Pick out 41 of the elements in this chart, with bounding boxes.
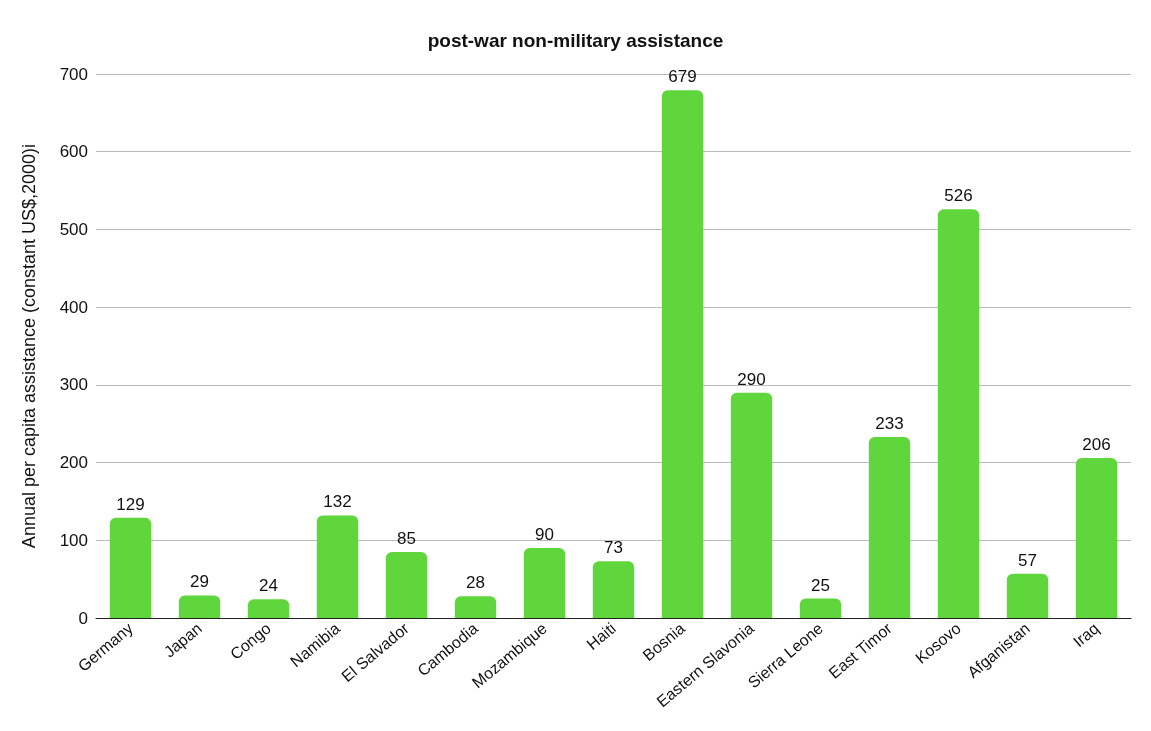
bar (1075, 457, 1118, 618)
data-label: 85 (397, 528, 416, 548)
y-tick-label: 100 (59, 530, 88, 550)
bar (247, 599, 290, 618)
data-label: 526 (944, 186, 973, 206)
bar (661, 90, 704, 618)
y-axis-title: Annual per capita assistance (constant US$,2000)i (19, 143, 39, 549)
data-label: 25 (811, 575, 830, 595)
bar (385, 551, 428, 618)
data-label: 73 (604, 538, 623, 558)
bar (316, 515, 359, 618)
y-tick-label: 300 (59, 375, 88, 395)
y-tick-label: 500 (59, 219, 88, 239)
data-label: 90 (535, 525, 554, 545)
bar (178, 595, 221, 618)
y-tick-label: 600 (59, 142, 88, 162)
bar (1006, 573, 1049, 618)
data-label: 233 (875, 413, 904, 433)
bar (799, 598, 842, 618)
data-label: 206 (1082, 434, 1111, 454)
bar (454, 596, 497, 618)
data-label: 57 (1018, 550, 1037, 570)
bar (523, 548, 566, 618)
data-label: 132 (323, 492, 352, 512)
data-label: 28 (466, 573, 485, 593)
x-tick-label: Iraq (1069, 619, 1102, 651)
y-tick-label: 0 (78, 608, 88, 628)
bar (592, 561, 635, 618)
y-tick-label: 400 (59, 297, 88, 317)
chart-title: post-war non-military assistance (427, 30, 724, 51)
data-label: 29 (190, 572, 209, 592)
data-label: 679 (668, 67, 697, 87)
bar (730, 392, 773, 618)
y-tick-label: 700 (59, 64, 88, 84)
data-label: 24 (259, 576, 278, 596)
y-tick-label: 200 (59, 453, 88, 473)
bar (868, 436, 911, 618)
bar (109, 517, 152, 618)
bar (937, 209, 980, 618)
data-label: 290 (737, 369, 766, 389)
data-label: 129 (116, 494, 145, 514)
